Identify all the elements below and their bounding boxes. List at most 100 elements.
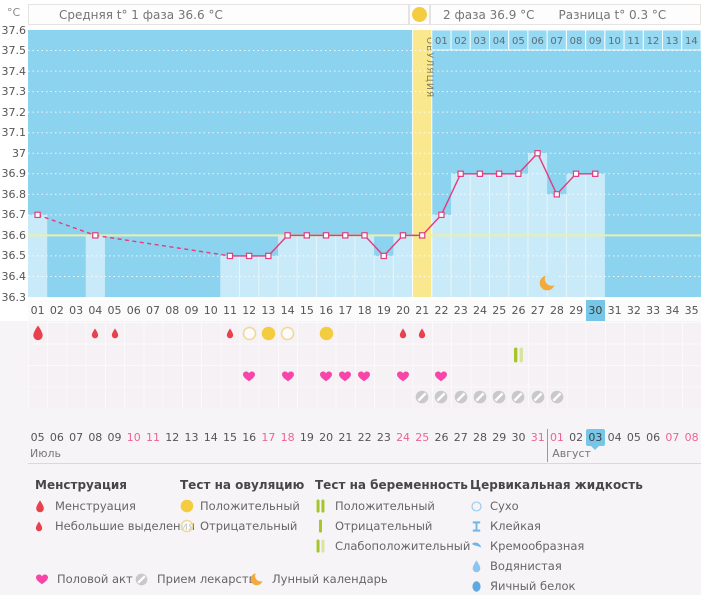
date-cell[interactable]: 09: [107, 431, 122, 444]
date-cell[interactable]: 27: [453, 431, 468, 444]
cycle-day-cell[interactable]: 06: [126, 304, 141, 317]
svg-text:03: 03: [474, 36, 487, 47]
menstruation-drop-icon: [35, 521, 43, 531]
cycle-day-cell[interactable]: 09: [184, 304, 199, 317]
phase1-average-label: Средняя t° 1 фаза 36.6 °C: [59, 7, 223, 22]
date-cell[interactable]: 02: [569, 431, 584, 444]
cycle-day-cell[interactable]: 12: [242, 304, 257, 317]
date-cell[interactable]: 28: [473, 431, 487, 444]
date-cell[interactable]: 18: [280, 431, 295, 444]
date-cell[interactable]: 14: [203, 431, 218, 444]
date-cell[interactable]: 31: [530, 431, 545, 444]
cycle-day-cell[interactable]: 23: [453, 304, 468, 317]
cycle-day-cell[interactable]: 33: [646, 304, 661, 317]
date-cell[interactable]: 06: [646, 431, 661, 444]
temp-line-segment: [536, 152, 558, 195]
date-cell[interactable]: 11: [146, 431, 161, 444]
measured-day-band: [277, 235, 298, 297]
legend-item-label: Сухо: [490, 499, 519, 513]
temp-point: [399, 232, 407, 239]
date-cell[interactable]: 16: [242, 431, 257, 444]
svg-text:04: 04: [493, 36, 506, 47]
measured-day-band: [335, 235, 355, 297]
date-cell[interactable]: 29: [492, 431, 507, 444]
cycle-day-cell[interactable]: 26: [511, 304, 526, 317]
cycle-day-cell[interactable]: 25: [492, 304, 507, 317]
cycle-day-cell[interactable]: 35: [684, 304, 699, 317]
date-cell[interactable]: 08: [684, 431, 699, 444]
month-divider: [547, 429, 549, 462]
date-cell[interactable]: 20: [319, 431, 334, 444]
cycle-day-cell[interactable]: 19: [376, 304, 391, 317]
cycle-day-cell-current[interactable]: 30: [585, 300, 606, 321]
temp-point: [495, 170, 503, 177]
menstruation-large-icon: [35, 499, 55, 513]
today-pointer: [591, 446, 600, 450]
date-cell[interactable]: 07: [69, 431, 84, 444]
measured-day-band: [393, 235, 413, 297]
intercourse-heart: [240, 365, 259, 386]
date-cell[interactable]: 12: [165, 431, 180, 444]
date-cell[interactable]: 22: [357, 431, 372, 444]
cycle-day-cell[interactable]: 29: [569, 304, 584, 317]
cycle-day-cell[interactable]: 24: [473, 304, 487, 317]
cycle-day-cell[interactable]: 18: [357, 304, 372, 317]
intercourse-heart: [278, 365, 297, 386]
medication-pill-icon: [454, 390, 467, 404]
ovulation-band-label: ОВУЛЯЦИЯ: [424, 37, 434, 98]
date-cell[interactable]: 06: [49, 431, 64, 444]
cycle-day-cell[interactable]: 01: [30, 304, 45, 317]
date-cell[interactable]: 04: [607, 431, 622, 444]
cycle-day-cell[interactable]: 08: [165, 304, 180, 317]
legend-item-ovulation-negative: Отрицательный: [180, 516, 304, 536]
legend-item-label: Положительный: [200, 499, 300, 513]
cycle-day-cell[interactable]: 17: [338, 304, 353, 317]
cycle-day-cell[interactable]: 05: [107, 304, 122, 317]
cycle-day-cell[interactable]: 28: [549, 304, 564, 317]
date-cell[interactable]: 17: [261, 431, 276, 444]
date-cell[interactable]: 08: [88, 431, 103, 444]
measured-day-band: [354, 235, 375, 297]
date-cell[interactable]: 15: [222, 431, 237, 444]
date-cell[interactable]: 13: [184, 431, 199, 444]
cycle-day-cell[interactable]: 34: [665, 304, 680, 317]
medication-pill: [432, 386, 451, 408]
pregnancy-test-icon: [316, 539, 325, 553]
cycle-day-cell[interactable]: 04: [88, 304, 103, 317]
date-cell[interactable]: 05: [30, 431, 45, 444]
cycle-day-cell[interactable]: 13: [261, 304, 276, 317]
medication-pill: [509, 386, 528, 408]
cycle-day-cell[interactable]: 10: [203, 304, 218, 317]
date-cell[interactable]: 26: [434, 431, 449, 444]
menstruation-drop-small: [220, 322, 239, 344]
date-cell[interactable]: 10: [126, 431, 141, 444]
date-cell[interactable]: 05: [626, 431, 641, 444]
cycle-day-cell[interactable]: 16: [319, 304, 334, 317]
cycle-day-cell[interactable]: 14: [280, 304, 295, 317]
cycle-day-cell[interactable]: 20: [396, 304, 411, 317]
cycle-day-cell[interactable]: 27: [530, 304, 545, 317]
date-cell[interactable]: 07: [665, 431, 680, 444]
cervical-sticky-icon: [470, 520, 490, 533]
intercourse-icon: [35, 573, 57, 585]
cycle-day-cell[interactable]: 11: [222, 304, 237, 317]
date-cell-today[interactable]: 03: [585, 429, 606, 450]
date-cell[interactable]: 25: [415, 431, 430, 444]
cycle-day-cell[interactable]: 31: [607, 304, 622, 317]
cycle-day-cell[interactable]: 15: [299, 304, 314, 317]
cycle-day-cell[interactable]: 02: [49, 304, 64, 317]
svg-text:08: 08: [570, 36, 583, 47]
cycle-day-cell[interactable]: 22: [434, 304, 449, 317]
svg-text:12: 12: [647, 36, 660, 47]
date-cell[interactable]: 23: [376, 431, 391, 444]
cycle-day-cell[interactable]: 07: [146, 304, 161, 317]
date-cell[interactable]: 21: [338, 431, 353, 444]
cycle-day-cell[interactable]: 21: [415, 304, 430, 317]
cycle-day-cell[interactable]: 32: [626, 304, 641, 317]
date-cell[interactable]: 24: [396, 431, 411, 444]
temp-point: [303, 232, 311, 239]
date-cell[interactable]: 01: [549, 431, 564, 444]
cycle-day-cell[interactable]: 03: [69, 304, 84, 317]
date-cell[interactable]: 30: [511, 431, 526, 444]
date-cell[interactable]: 19: [299, 431, 314, 444]
